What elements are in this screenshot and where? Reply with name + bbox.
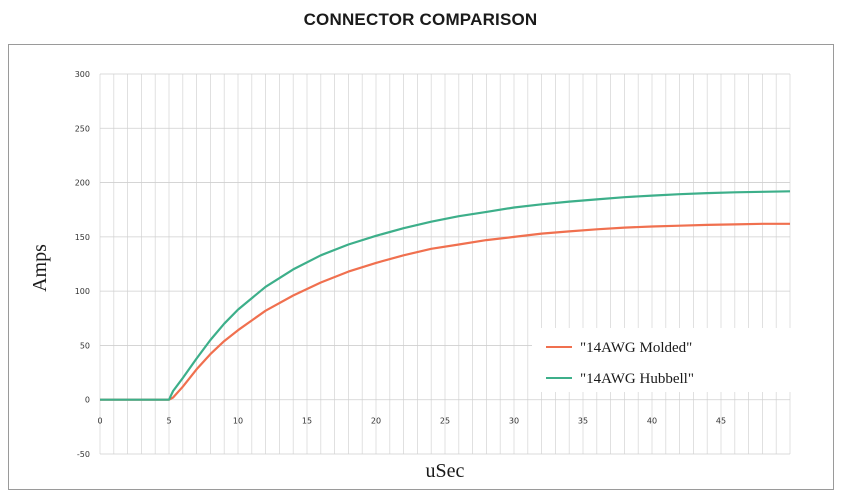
y-tick-label: 200 [75, 179, 90, 188]
y-axis-label: Amps [29, 244, 51, 292]
chart-title: CONNECTOR COMPARISON [303, 10, 538, 29]
legend: "14AWG Molded" "14AWG Hubbell" [532, 328, 792, 392]
y-tick-label: 100 [75, 287, 90, 296]
y-tick-label: 250 [75, 124, 90, 133]
x-tick-label: 15 [302, 417, 312, 426]
y-tick-label: 150 [75, 233, 90, 242]
series-line-molded [100, 222, 790, 401]
y-tick-label: 0 [85, 396, 90, 405]
x-tick-label: 30 [509, 417, 519, 426]
x-tick-label: 20 [371, 417, 381, 426]
x-tick-label: 40 [647, 417, 657, 426]
x-tick-label: 25 [440, 417, 450, 426]
x-axis-ticks: 0 5 10 15 20 25 30 35 40 45 [97, 417, 726, 426]
legend-box [532, 328, 792, 392]
legend-entry-hubbell: "14AWG Hubbell" [580, 371, 694, 387]
grid [99, 73, 791, 455]
x-tick-label: 0 [97, 417, 102, 426]
y-tick-label: 50 [80, 341, 90, 350]
y-axis-ticks: -50 0 50 100 150 200 250 300 [75, 70, 90, 459]
x-tick-label: 35 [578, 417, 588, 426]
series-group [100, 190, 791, 401]
x-tick-label: 45 [716, 417, 726, 426]
x-tick-label: 10 [233, 417, 243, 426]
chart-frame [8, 44, 834, 490]
y-tick-label: -50 [77, 450, 90, 459]
legend-entry-molded: "14AWG Molded" [580, 340, 692, 356]
x-axis-label: uSec [426, 460, 465, 482]
y-tick-label: 300 [75, 70, 90, 79]
x-tick-label: 5 [166, 417, 171, 426]
series-line-hubbell [100, 190, 791, 401]
